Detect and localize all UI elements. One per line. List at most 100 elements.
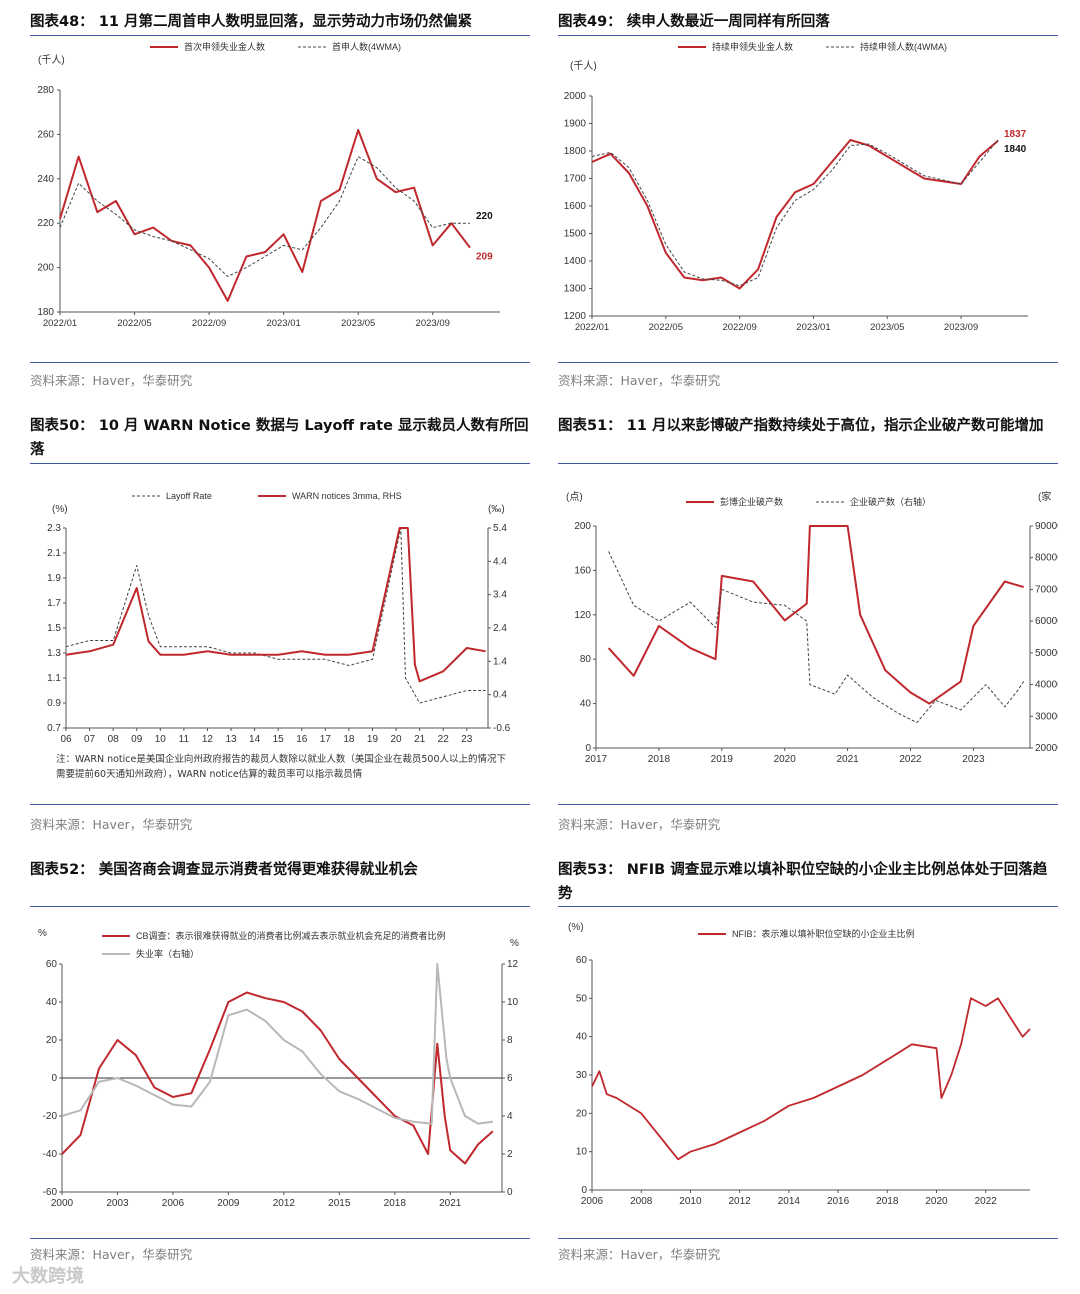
x-tick-label: 07 (84, 734, 96, 745)
legend-label: 彭博企业破产数 (720, 496, 783, 507)
legend-label: WARN notices 3mma, RHS (292, 491, 402, 501)
source-text: 资料来源：Haver，华泰研究 (30, 817, 193, 832)
unit-left: (点) (566, 491, 583, 503)
y-tick-label: 2.3 (47, 523, 61, 534)
x-tick-label: 2009 (217, 1198, 240, 1209)
y-tick-label: 80 (580, 654, 592, 665)
series-line (591, 997, 1031, 1161)
legend-label: 首次申领失业金人数 (184, 41, 265, 52)
x-tick-label: 2019 (711, 754, 734, 765)
x-tick-label: 11 (179, 734, 190, 745)
y-tick-label-right: 4 (507, 1111, 513, 1122)
y-tick-label: 1.3 (47, 648, 61, 659)
y-tick-label-right: 4.4 (493, 556, 507, 567)
source-text: 资料来源：Haver，华泰研究 (30, 1247, 193, 1262)
series-line (608, 551, 1025, 724)
title-rule (30, 463, 530, 464)
unit-left: (%) (568, 922, 584, 933)
unit-label: (千人) (570, 60, 597, 72)
x-tick-label: 2023/09 (416, 318, 450, 329)
panel-chart-53: 图表53： NFIB 调查显示难以填补职位空缺的小企业主比例总体处于回落趋势 0… (558, 858, 1058, 1262)
x-tick-label: 2023/05 (870, 322, 904, 333)
x-tick-label: 2021 (836, 754, 859, 765)
end-value-label: 1837 (1004, 129, 1027, 140)
y-tick-label-right: 6 (507, 1073, 513, 1084)
y-tick-label: 2000 (564, 91, 587, 102)
y-tick-label: 30 (576, 1070, 588, 1081)
y-tick-label-right: 0.4 (493, 690, 507, 701)
chart-51-svg: 0 40 80 120 160 200 20000 30000 40000 50000 60000 7… (566, 490, 1058, 765)
y-tick-label: 40 (576, 1032, 588, 1043)
x-tick-label: 2015 (328, 1198, 351, 1209)
x-tick-label: 13 (225, 734, 237, 745)
y-tick-label: 0.9 (47, 698, 61, 709)
unit-right: (‰) (488, 504, 505, 515)
legend-label: 持续申领人数(4WMA) (860, 41, 947, 52)
y-tick-label-right: 90000 (1035, 521, 1058, 532)
legend-label: 持续申领失业金人数 (712, 41, 793, 52)
y-tick-label: 20 (46, 1035, 58, 1046)
panel-chart-48: 图表48： 11 月第二周首申人数明显回落，显示劳动力市场仍然偏紧 (千人) 首次… (30, 10, 530, 388)
series-line (65, 527, 486, 683)
legend-label: 失业率（右轴） (136, 948, 199, 959)
x-tick-label: 15 (273, 734, 285, 745)
chart-title: 图表53： NFIB 调查显示难以填补职位空缺的小企业主比例总体处于回落趋势 (558, 862, 1048, 902)
y-tick-label-right: 40000 (1035, 680, 1058, 691)
panel-chart-49: 图表49： 续申人数最近一周同样有所回落 (千人) 持续申领失业金人数 持续申领人数… (558, 10, 1058, 388)
x-tick-label: 18 (343, 734, 355, 745)
x-tick-label: 20 (390, 734, 402, 745)
watermark-logo: 大数跨境 (12, 1266, 84, 1287)
series-line (607, 525, 1024, 705)
y-tick-label: 120 (574, 610, 591, 621)
chart-title: 图表48： 11 月第二周首申人数明显回落，显示劳动力市场仍然偏紧 (30, 14, 472, 30)
panel-chart-52: 图表52： 美国咨商会调查显示消费者觉得更难获得就业机会 -60 -40 -20 0 2… (30, 858, 530, 1262)
series-line (61, 963, 493, 1125)
y-tick-label-right: -0.6 (493, 723, 511, 734)
y-tick-label-right: 10 (507, 997, 519, 1008)
y-tick-label: 280 (37, 85, 54, 96)
y-tick-label: 1600 (564, 201, 587, 212)
x-tick-label: 2021 (439, 1198, 462, 1209)
x-tick-label: 08 (108, 734, 120, 745)
x-tick-label: 14 (249, 734, 261, 745)
unit-left: (%) (52, 504, 68, 515)
x-tick-label: 17 (320, 734, 332, 745)
x-tick-label: 2023 (962, 754, 985, 765)
x-tick-label: 2012 (273, 1198, 296, 1209)
title-rule (558, 463, 1058, 464)
title-rule (558, 906, 1058, 907)
y-tick-label: 1800 (564, 146, 587, 157)
x-tick-label: 2023/09 (944, 322, 978, 333)
series-line (591, 139, 999, 290)
x-tick-label: 2022/01 (575, 322, 609, 333)
legend-label: NFIB：表示难以填补职位空缺的小企业主比例 (732, 928, 915, 939)
y-tick-label-right: 70000 (1035, 584, 1058, 595)
x-tick-label: 2022/05 (117, 318, 151, 329)
source-text: 资料来源：Haver，华泰研究 (558, 817, 721, 832)
chart-title: 图表49： 续申人数最近一周同样有所回落 (558, 14, 830, 30)
source-text: 资料来源：Haver，华泰研究 (558, 1247, 721, 1262)
y-tick-label: 160 (574, 565, 591, 576)
series-line (65, 527, 486, 704)
y-tick-label: 200 (574, 521, 591, 532)
chart-title: 图表52： 美国咨商会调查显示消费者觉得更难获得就业机会 (30, 862, 418, 878)
chart-note: 注：WARN notice是美国企业向州政府报告的裁员人数除以就业人数（美国企业… (56, 754, 506, 780)
source-rule (558, 1238, 1058, 1239)
chart-title: 图表50： 10 月 WARN Notice 数据与 Layoff rate 显… (30, 418, 529, 458)
x-tick-label: 2023/01 (266, 318, 300, 329)
y-tick-label: 1.5 (47, 623, 61, 634)
legend-label: Layoff Rate (166, 491, 212, 501)
y-tick-label: 220 (37, 218, 54, 229)
x-tick-label: 2022/09 (192, 318, 226, 329)
series-line (59, 129, 471, 302)
y-tick-label: 2.1 (47, 548, 61, 559)
y-tick-label: 1.9 (47, 573, 61, 584)
y-tick-label: 0 (51, 1073, 57, 1084)
x-tick-label: 06 (60, 734, 72, 745)
chart-title: 图表51： 11 月以来彭博破产指数持续处于高位，指示企业破产数可能增加 (558, 418, 1044, 434)
source-rule (30, 1238, 530, 1239)
x-tick-label: 19 (367, 734, 379, 745)
chart-53-svg: 0 10 20 30 40 50 60 2006 2008 2010 2012 2014 2016 201… (568, 922, 1031, 1207)
y-tick-label: 40 (580, 699, 592, 710)
x-tick-label: 2022/01 (43, 318, 77, 329)
